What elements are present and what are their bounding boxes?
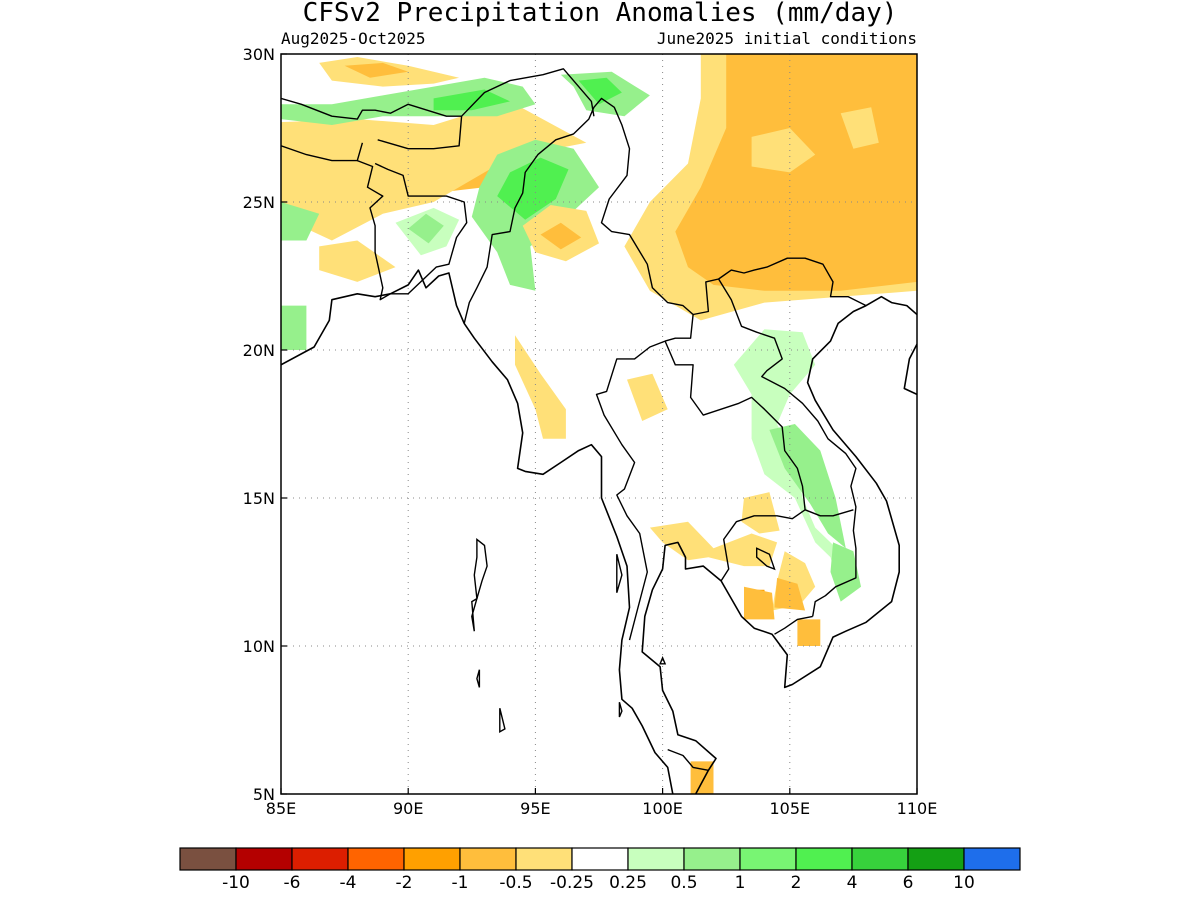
anomaly-region-china-dry-light — [751, 128, 816, 173]
y-tick-label: 20N — [243, 341, 275, 360]
anomaly-region-himalaya-wet — [281, 77, 536, 125]
y-tick-label: 25N — [243, 193, 275, 212]
island-phuket — [618, 702, 623, 718]
anomaly-region-laos-wet — [733, 329, 856, 593]
border-laos-thai-border — [664, 340, 806, 582]
colorbar-swatch — [571, 847, 629, 871]
longitude-axis: 85E 90E 95E 100E 105E 110E — [266, 788, 938, 818]
colorbar-label: -0.5 — [499, 873, 532, 893]
colorbar-label: -6 — [284, 873, 301, 893]
colorbar-swatch — [347, 847, 405, 871]
x-tick-label: 90E — [393, 799, 423, 818]
y-tick-label: 10N — [243, 637, 275, 656]
colorbar-swatch — [291, 847, 349, 871]
colorbar-swatch — [627, 847, 685, 871]
island-tonle-sap — [756, 547, 776, 571]
colorbar-swatch — [963, 847, 1021, 871]
border-himalaya-border — [281, 68, 595, 120]
anomaly-region-mekong-dry — [797, 619, 821, 646]
anomaly-region-nw-dry-fringe — [281, 101, 587, 241]
map-frame — [280, 53, 918, 795]
border-bhutan-south — [377, 116, 463, 150]
colorbar-label: 6 — [903, 873, 914, 893]
colorbar-label: 0.5 — [670, 873, 697, 893]
island-nicobar-2 — [499, 708, 506, 734]
anomaly-region-assam-wet-core — [497, 157, 569, 220]
y-tick-label: 5N — [253, 785, 275, 804]
colorbar-swatch — [403, 847, 461, 871]
coastline-hainan-coast — [903, 343, 917, 396]
colorbar-swatch — [795, 847, 853, 871]
anomaly-region-myanmar-dry-2 — [627, 373, 668, 421]
anomaly-region-bengal-wet-core — [408, 213, 444, 244]
border-bangladesh-border — [357, 159, 468, 301]
border-laos-border — [692, 257, 867, 316]
anomaly-region-assam-wet — [471, 139, 599, 291]
anomaly-region-orissa-wet — [281, 305, 307, 350]
colorbar: -10 -6 -4 -2 -1 -0.5 -0.25 0.25 0.5 1 2 4 6 10 — [179, 847, 1021, 893]
x-tick-label: 85E — [266, 799, 296, 818]
anomaly-region-china-dry-light-2 — [840, 107, 879, 149]
colorbar-label: -0.25 — [550, 873, 594, 893]
border-laos-vietnam-border — [718, 278, 857, 617]
anomaly-region-cambodia-dry — [649, 521, 778, 567]
colorbar-label: 1 — [735, 873, 746, 893]
island-mergui-1 — [616, 554, 623, 593]
coastline-gulf-thailand-coast — [641, 295, 917, 794]
border-myanmar-thai-border — [595, 340, 666, 641]
colorbar-swatch — [235, 847, 293, 871]
border-cambodia-sw-border — [774, 615, 813, 635]
border-cambodia-border — [804, 509, 854, 517]
colorbar-swatch — [179, 847, 237, 871]
colorbar-swatch — [851, 847, 909, 871]
map-title: CFSv2 Precipitation Anomalies (mm/day) — [303, 0, 898, 28]
colorbar-label: -1 — [452, 873, 469, 893]
anomaly-region-bay-dry — [319, 240, 396, 282]
colorbar-label: 4 — [847, 873, 858, 893]
island-andaman-south — [471, 597, 479, 632]
x-tick-label: 105E — [769, 799, 810, 818]
colorbar-label: 10 — [953, 873, 975, 893]
latitude-axis: 5N 10N 15N 20N 25N 30N — [243, 45, 287, 804]
colorbar-label: 0.25 — [609, 873, 647, 893]
anomaly-fill-layer — [281, 54, 917, 794]
anomaly-region-manipur-dry-core — [540, 222, 582, 250]
border-nepal-south — [281, 142, 364, 162]
colorbar-label: -2 — [396, 873, 413, 893]
island-andaman-north — [473, 537, 488, 599]
anomaly-region-west-wet — [281, 202, 320, 241]
colorbar-swatch — [515, 847, 573, 871]
colorbar-label: -10 — [222, 873, 250, 893]
anomaly-region-gulf-dry — [744, 586, 775, 620]
x-tick-label: 110E — [897, 799, 938, 818]
border-myanmar-west-border — [463, 97, 694, 342]
map-subtitle-period: Aug2025-Oct2025 — [281, 29, 426, 48]
colorbar-swatch — [907, 847, 965, 871]
anomaly-region-vietnam-wet — [830, 542, 861, 602]
colorbar-swatch — [683, 847, 741, 871]
colorbar-swatch — [459, 847, 517, 871]
anomaly-region-himalaya-wet-core — [433, 89, 510, 111]
x-tick-label: 100E — [642, 799, 683, 818]
map-subtitle-initial-conditions: June2025 initial conditions — [657, 29, 917, 48]
lat-lon-grid — [281, 54, 917, 794]
island-nicobar-1 — [476, 669, 481, 688]
island-samui — [659, 655, 667, 665]
anomaly-region-ne-wet-core — [578, 77, 622, 105]
coastline-layer — [281, 68, 917, 794]
anomaly-region-tibet-dry-core — [344, 62, 409, 78]
colorbar-label: 2 — [791, 873, 802, 893]
x-tick-label: 95E — [520, 799, 550, 818]
anomaly-region-myanmar-dry-1 — [515, 335, 566, 439]
coastline-india-east-coast — [281, 269, 674, 794]
y-tick-label: 30N — [243, 45, 275, 64]
colorbar-label: -4 — [340, 873, 357, 893]
anomaly-region-thai-dry — [741, 492, 780, 534]
colorbar-swatch — [739, 847, 797, 871]
y-tick-label: 15N — [243, 489, 275, 508]
border-malaysia-border — [667, 748, 709, 771]
